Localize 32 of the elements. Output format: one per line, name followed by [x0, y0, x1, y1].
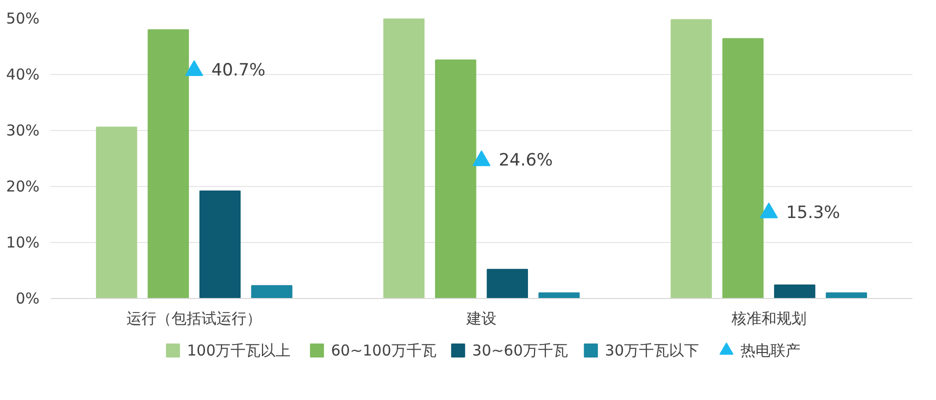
x-tick-label: 运行（包括试运行）	[126, 310, 262, 328]
data-label: 24.6%	[498, 150, 553, 171]
bar	[826, 292, 868, 298]
y-tick-label: 20%	[6, 178, 40, 196]
bar	[722, 38, 764, 298]
bar	[538, 292, 580, 298]
x-tick-label: 建设	[466, 310, 496, 328]
bar	[774, 284, 816, 298]
legend-label: 100万千瓦以上	[187, 342, 291, 360]
legend-label: 热电联产	[740, 342, 800, 360]
data-label: 40.7%	[211, 60, 266, 81]
point	[760, 202, 778, 218]
point	[472, 150, 490, 166]
legend-label: 30万千瓦以下	[604, 342, 700, 360]
bar	[199, 190, 241, 298]
legend-label: 30~60万千瓦	[472, 342, 568, 360]
bar	[96, 126, 138, 298]
y-tick-label: 0%	[16, 290, 40, 308]
x-tick-label: 核准和规划	[730, 310, 806, 328]
legend-label: 60~100万千瓦	[330, 342, 436, 360]
y-tick-label: 10%	[6, 234, 40, 252]
bar	[383, 18, 425, 298]
bar	[251, 285, 292, 298]
bar	[435, 59, 476, 298]
y-tick-label: 40%	[6, 66, 40, 84]
bar	[486, 268, 528, 298]
point	[185, 60, 204, 76]
bar	[670, 19, 712, 298]
data-label: 15.3%	[786, 202, 840, 223]
y-tick-label: 50%	[6, 10, 40, 28]
bar	[148, 29, 189, 298]
y-tick-label: 30%	[6, 122, 40, 140]
